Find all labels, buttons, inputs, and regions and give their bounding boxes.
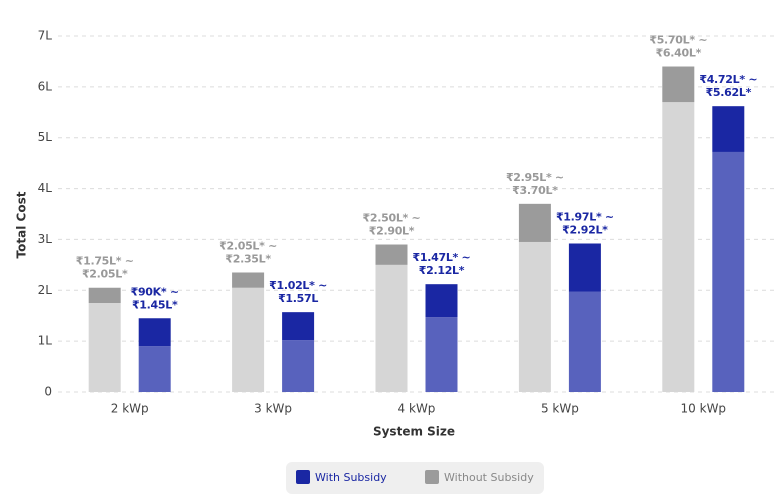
value-label: ₹2.35L* [225,252,271,265]
value-label: ₹90K* ~ [131,285,179,298]
bar-base [712,151,745,392]
value-label: ₹6.40L* [656,47,702,60]
value-label: ₹1.02L* ~ [269,279,327,292]
bar-base [518,241,551,392]
y-tick-label: 6L [38,79,53,93]
value-label: ₹2.95L* ~ [506,171,564,184]
y-tick-label: 1L [38,334,53,348]
value-label: ₹4.72L* ~ [699,73,757,86]
bar-base [232,287,265,392]
x-tick-label: 2 kWp [111,402,149,416]
value-label: ₹5.70L* ~ [649,34,707,47]
value-label: ₹3.70L* [512,184,558,197]
value-label: ₹2.50L* ~ [363,212,421,225]
legend-label[interactable]: Without Subsidy [444,471,534,484]
x-axis-title: System Size [373,425,455,439]
legend-box [286,462,544,494]
y-tick-label: 5L [38,130,53,144]
y-axis-title: Total Cost [15,191,29,258]
value-label: ₹1.47L* ~ [413,251,471,264]
value-label: ₹2.92L* [562,223,608,236]
bar-base [375,264,408,392]
bar-range [375,244,408,265]
value-label: ₹1.97L* ~ [556,210,614,223]
value-label: ₹2.12L* [419,264,465,277]
value-label: ₹1.57L [278,292,318,305]
x-tick-label: 3 kWp [254,402,292,416]
bar-base [662,102,695,392]
y-tick-label: 4L [38,181,53,195]
x-tick-label: 5 kWp [541,402,579,416]
bar-range [88,287,121,303]
bar-range [712,106,745,152]
x-tick-label: 10 kWp [681,402,727,416]
bar-range [662,66,695,103]
value-label: ₹5.62L* [706,86,752,99]
x-tick-label: 4 kWp [398,402,436,416]
bar-base [88,303,121,392]
value-label: ₹2.90L* [369,225,415,238]
y-tick-label: 3L [38,232,53,246]
bar-range [232,272,265,288]
value-label: ₹1.75L* ~ [76,255,134,268]
bar-range [138,318,171,347]
y-tick-label: 7L [38,29,53,43]
value-label: ₹2.05L* ~ [219,239,277,252]
bar-base [282,340,315,392]
bar-range [518,203,551,242]
bar-base [138,346,171,392]
y-tick-label: 2L [38,283,53,297]
legend-label[interactable]: With Subsidy [315,471,387,484]
bar-range [425,284,458,318]
value-label: ₹2.05L* [82,268,128,281]
bar-range [568,243,601,292]
value-label: ₹1.45L* [132,298,178,311]
legend-swatch[interactable] [296,470,310,484]
bar-base [568,291,601,392]
bar-range [282,312,315,341]
bar-base [425,317,458,392]
y-tick-label: 0 [44,385,52,399]
legend-swatch[interactable] [425,470,439,484]
